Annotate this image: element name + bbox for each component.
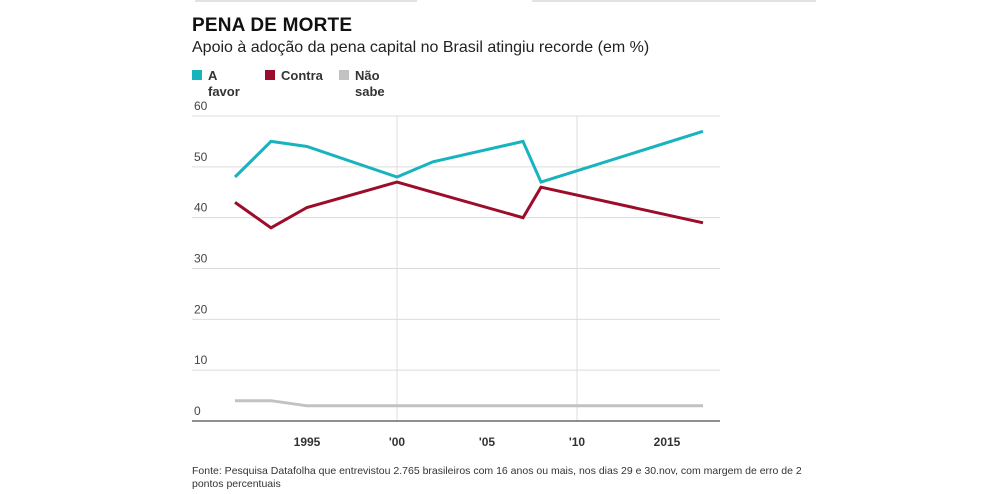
- x-tick-label-'10: '10: [569, 435, 586, 449]
- y-tick-labels: 0 10 20 30 40 50 60: [194, 99, 208, 418]
- series-line-contra: [234, 180, 704, 230]
- legend-label-line1: A: [208, 68, 218, 83]
- legend-label-line2: favor: [208, 84, 240, 99]
- y-tick-label-60: 60: [194, 99, 208, 113]
- legend-label-contra: Contra: [281, 68, 323, 83]
- top-divider-right: [532, 0, 816, 2]
- legend-item-a-favor: A favor: [192, 68, 240, 100]
- x-tick-label-'05: '05: [479, 435, 496, 449]
- top-divider-left: [195, 0, 417, 2]
- legend-label-a-favor: A favor: [208, 68, 240, 100]
- grid: [192, 115, 720, 371]
- y-tick-label-0: 0: [194, 404, 201, 418]
- y-tick-label-30: 30: [194, 252, 208, 266]
- y-tick-label-40: 40: [194, 201, 208, 215]
- x-tick-label-1995: 1995: [294, 435, 321, 449]
- chart-title: PENA DE MORTE: [192, 15, 353, 36]
- legend-item-nao-sabe: Não sabe: [339, 68, 385, 100]
- legend-label-nao-sabe: Não sabe: [355, 68, 385, 99]
- legend-item-contra: Contra: [265, 68, 323, 84]
- series-line-a-favor: [233, 129, 704, 184]
- y-tick-label-10: 10: [194, 353, 208, 367]
- chart-subtitle: Apoio à adoção da pena capital no Brasil…: [192, 39, 650, 56]
- x-grid: [396, 116, 578, 421]
- legend-swatch-a-favor: [192, 70, 202, 80]
- legend-swatch-contra: [265, 70, 275, 80]
- x-tick-label-2015: 2015: [654, 435, 681, 449]
- x-tick-label-'00: '00: [389, 435, 406, 449]
- series-lines: [233, 129, 704, 408]
- source-note: Fonte: Pesquisa Datafolha que entrevisto…: [192, 465, 802, 490]
- y-tick-label-20: 20: [194, 302, 208, 316]
- legend-swatch-nao-sabe: [339, 70, 349, 80]
- y-tick-label-50: 50: [194, 150, 208, 164]
- series-line-n-o-sabe: [235, 399, 703, 408]
- x-tick-labels: 1995 '00 '05 '10 2015: [294, 435, 681, 449]
